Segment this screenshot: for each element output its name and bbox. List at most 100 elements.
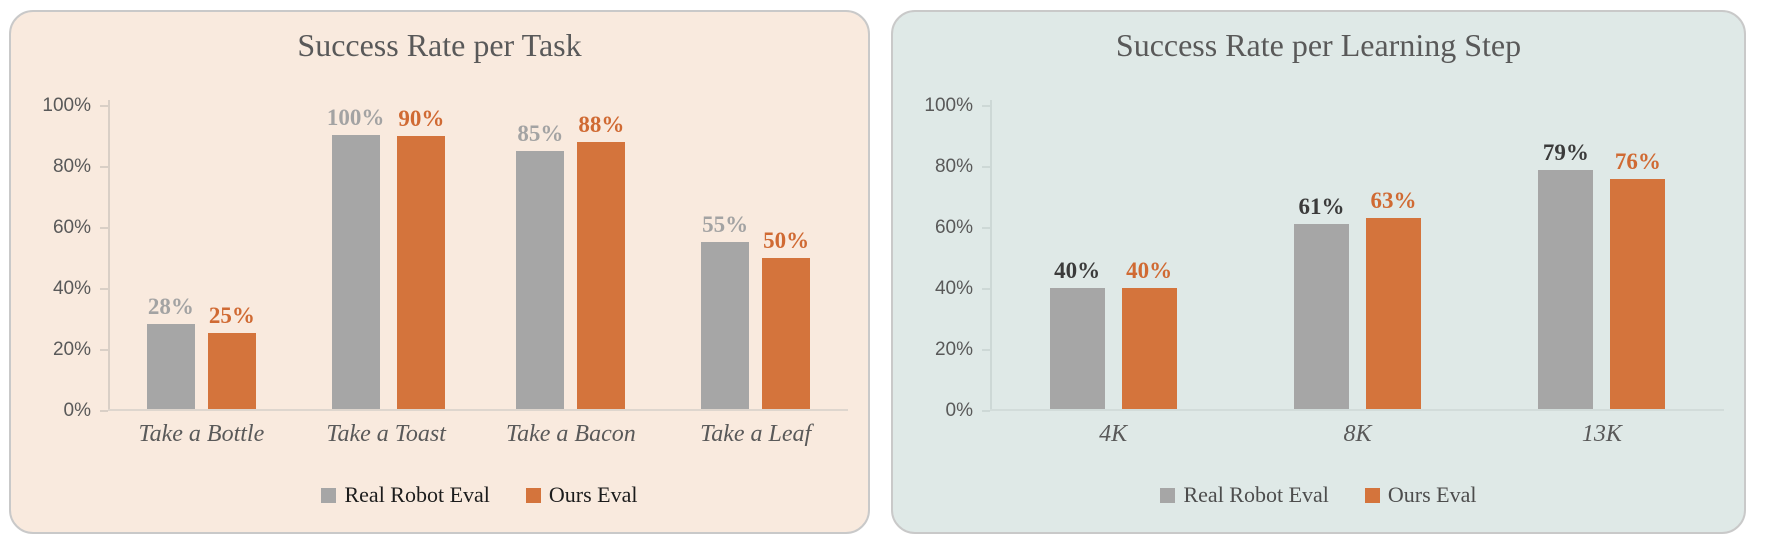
bar-group: 28% 25%	[109, 106, 294, 409]
bar	[1293, 224, 1349, 409]
bar-with-label: 40%	[1121, 106, 1177, 409]
bar	[331, 135, 380, 409]
legend-item: Real Robot Eval	[1160, 482, 1329, 508]
y-tick-mark	[100, 105, 108, 107]
bar-groups: 40% 40% 61% 63% 79% 76%	[991, 106, 1724, 409]
task-chart: 28% 25% 100% 90% 85% 88% 55% 50% 0% 20% 40% 60% 80%…	[11, 96, 868, 448]
bar-with-label: 88%	[577, 106, 626, 409]
bar-value-label: 50%	[763, 227, 810, 253]
bar-value-label: 100%	[326, 105, 385, 130]
bar-group: 55% 50%	[663, 106, 848, 409]
bar-with-label: 61%	[1293, 106, 1349, 409]
y-tick-mark	[100, 410, 108, 412]
category-label: Take a Leaf	[700, 421, 812, 447]
y-tick-label: 100%	[42, 95, 91, 116]
bar-value-label: 88%	[578, 112, 625, 138]
y-axis	[108, 100, 110, 411]
y-tick-mark	[982, 410, 990, 412]
task-chart-plot-area: 28% 25% 100% 90% 85% 88% 55% 50% 0% 20% 40% 60% 80%…	[11, 96, 848, 421]
bar-group: 85% 88%	[479, 106, 664, 409]
y-tick-mark	[982, 227, 990, 229]
bar-group: 61% 63%	[1235, 106, 1479, 409]
y-tick-mark	[100, 227, 108, 229]
bar-value-label: 61%	[1298, 194, 1345, 220]
bar	[701, 242, 750, 409]
y-tick-label: 60%	[934, 217, 973, 238]
bar-with-label: 76%	[1610, 106, 1666, 409]
bar	[146, 324, 195, 409]
bar-with-label: 25%	[207, 106, 256, 409]
bar-value-label: 90%	[398, 106, 445, 132]
y-tick-label: 80%	[52, 156, 91, 177]
y-tick-label: 100%	[924, 95, 973, 116]
category-label: 8K	[1343, 421, 1372, 447]
y-tick-mark	[100, 166, 108, 168]
category-axis-labels: 4K 8K 13K	[991, 421, 1724, 448]
bar	[1365, 218, 1421, 409]
y-tick-mark	[982, 288, 990, 290]
x-axis-baseline	[108, 409, 848, 411]
learning-step-chart-title: Success Rate per Learning Step	[1115, 27, 1522, 63]
y-tick-label: 0%	[945, 400, 973, 421]
bar-value-label: 25%	[208, 303, 255, 329]
learning-step-chart: 40% 40% 61% 63% 79% 76% 0% 20% 40% 60% 80% 100% 4K…	[893, 96, 1744, 448]
y-tick-label: 40%	[934, 278, 973, 299]
category-label: Take a Bacon	[505, 421, 636, 447]
bar-with-label: 28%	[146, 106, 195, 409]
category-label: 13K	[1581, 421, 1622, 447]
bar	[1049, 287, 1105, 409]
y-tick-label: 20%	[934, 339, 973, 360]
bar	[397, 136, 446, 409]
task-chart-card: Success Rate per Task 28% 25% 100% 90% 85% 88…	[9, 10, 870, 534]
legend-swatch	[321, 487, 337, 503]
bar	[1610, 178, 1666, 409]
y-tick-label: 20%	[52, 339, 91, 360]
bar-groups: 28% 25% 100% 90% 85% 88% 55% 50%	[109, 106, 848, 409]
y-tick-mark	[982, 105, 990, 107]
y-tick-mark	[982, 166, 990, 168]
task-chart-legend: Real Robot Eval Ours Eval	[51, 482, 908, 508]
bar-with-label: 79%	[1538, 106, 1594, 409]
bar-with-label: 100%	[326, 105, 385, 409]
category-label: Take a Toast	[326, 421, 446, 447]
bar-value-label: 40%	[1126, 257, 1173, 283]
bar-with-label: 85%	[516, 106, 565, 409]
y-tick-label: 40%	[52, 278, 91, 299]
bar	[762, 257, 811, 409]
y-axis	[990, 100, 992, 411]
y-tick-label: 80%	[934, 156, 973, 177]
bar-with-label: 50%	[762, 106, 811, 409]
bar	[1121, 287, 1177, 409]
learning-step-chart-plot-area: 40% 40% 61% 63% 79% 76% 0% 20% 40% 60% 80% 100%	[893, 96, 1724, 421]
bar-with-label: 63%	[1365, 106, 1421, 409]
bar	[577, 142, 626, 409]
bar-with-label: 40%	[1049, 106, 1105, 409]
y-tick-mark	[100, 349, 108, 351]
legend-swatch	[525, 487, 541, 503]
legend-item: Real Robot Eval	[321, 482, 490, 508]
learning-step-chart-card: Success Rate per Learning Step 40% 40% 61%…	[891, 10, 1746, 534]
bar-value-label: 76%	[1614, 148, 1661, 174]
y-tick-mark	[982, 349, 990, 351]
legend-label: Ours Eval	[548, 482, 638, 507]
y-tick-mark	[100, 288, 108, 290]
category-axis-labels: Take a Bottle Take a Toast Take a Bacon Tak…	[109, 421, 848, 448]
bar-value-label: 63%	[1370, 188, 1417, 214]
legend-item: Ours Eval	[1364, 482, 1477, 508]
bar-group: 40% 40%	[991, 106, 1235, 409]
learning-step-chart-legend: Real Robot Eval Ours Eval	[893, 482, 1744, 508]
y-tick-label: 0%	[63, 400, 91, 421]
legend-item: Ours Eval	[525, 482, 638, 508]
category-label: 4K	[1099, 421, 1128, 447]
legend-label: Real Robot Eval	[344, 482, 490, 507]
bar-value-label: 40%	[1054, 257, 1101, 283]
x-axis-baseline	[990, 409, 1724, 411]
category-label: Take a Bottle	[138, 421, 265, 447]
legend-label: Ours Eval	[1387, 482, 1477, 507]
bar-value-label: 28%	[147, 294, 194, 320]
legend-swatch	[1160, 487, 1176, 503]
bar-value-label: 55%	[702, 212, 749, 238]
bar-with-label: 55%	[701, 106, 750, 409]
bar-group: 100% 90%	[294, 106, 479, 409]
